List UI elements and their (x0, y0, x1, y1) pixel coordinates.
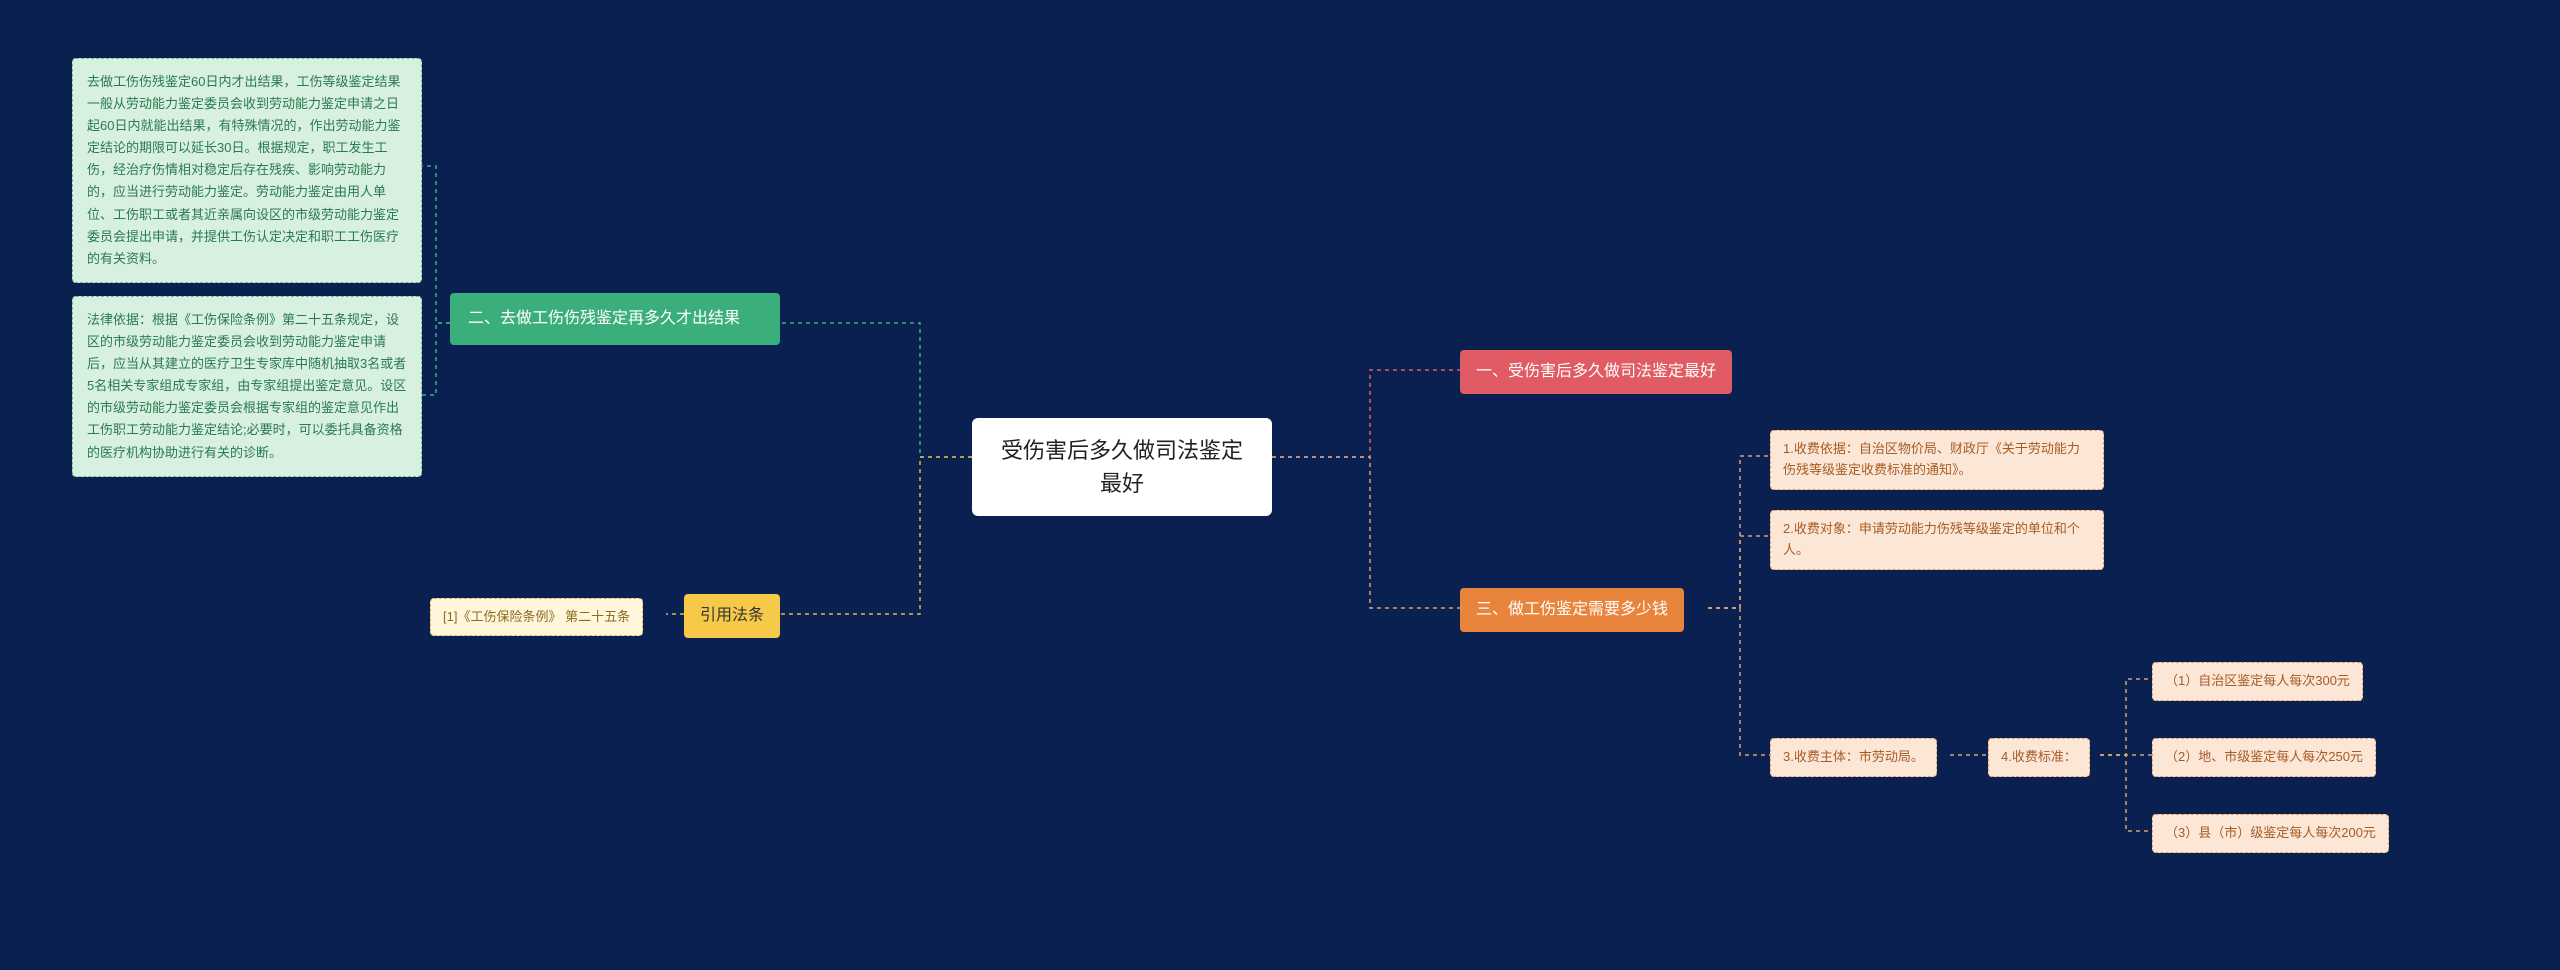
branch-3-detail-3-text: 3.收费主体：市劳动局。 (1783, 749, 1924, 764)
branch-3-detail-1-text: 1.收费依据：自治区物价局、财政厅《关于劳动能力伤残等级鉴定收费标准的通知》。 (1783, 441, 2080, 477)
center-node[interactable]: 受伤害后多久做司法鉴定最好 (972, 418, 1272, 516)
branch-citation-label: 引用法条 (700, 607, 764, 624)
center-label: 受伤害后多久做司法鉴定最好 (1001, 438, 1243, 496)
branch-3-detail-2-text: 2.收费对象：申请劳动能力伤残等级鉴定的单位和个人。 (1783, 521, 2080, 557)
fee-standard-2-text: （2）地、市级鉴定每人每次250元 (2165, 749, 2363, 764)
branch-3-label: 三、做工伤鉴定需要多少钱 (1476, 601, 1668, 618)
branch-2[interactable]: 二、去做工伤伤残鉴定再多久才出结果 (450, 293, 780, 345)
branch-2-label: 二、去做工伤伤残鉴定再多久才出结果 (468, 310, 740, 327)
branch-1-label: 一、受伤害后多久做司法鉴定最好 (1476, 363, 1716, 380)
branch-3-detail-3-child-text: 4.收费标准： (2001, 749, 2077, 764)
fee-standard-3-text: （3）县（市）级鉴定每人每次200元 (2165, 825, 2376, 840)
fee-standard-1: （1）自治区鉴定每人每次300元 (2152, 662, 2363, 701)
branch-3-detail-2: 2.收费对象：申请劳动能力伤残等级鉴定的单位和个人。 (1770, 510, 2104, 570)
branch-citation[interactable]: 引用法条 (684, 594, 780, 638)
branch-3-detail-3: 3.收费主体：市劳动局。 (1770, 738, 1937, 777)
fee-standard-1-text: （1）自治区鉴定每人每次300元 (2165, 673, 2350, 688)
branch-3-detail-3-child: 4.收费标准： (1988, 738, 2090, 777)
branch-1[interactable]: 一、受伤害后多久做司法鉴定最好 (1460, 350, 1732, 394)
branch-3[interactable]: 三、做工伤鉴定需要多少钱 (1460, 588, 1684, 632)
branch-3-detail-1: 1.收费依据：自治区物价局、财政厅《关于劳动能力伤残等级鉴定收费标准的通知》。 (1770, 430, 2104, 490)
citation-detail-1-text: [1]《工伤保险条例》 第二十五条 (443, 609, 630, 624)
branch-2-detail-1: 去做工伤伤残鉴定60日内才出结果，工伤等级鉴定结果一般从劳动能力鉴定委员会收到劳… (72, 58, 422, 283)
citation-detail-1: [1]《工伤保险条例》 第二十五条 (430, 598, 643, 636)
branch-2-detail-1-text: 去做工伤伤残鉴定60日内才出结果，工伤等级鉴定结果一般从劳动能力鉴定委员会收到劳… (87, 74, 400, 266)
branch-2-detail-2-text: 法律依据：根据《工伤保险条例》第二十五条规定，设区的市级劳动能力鉴定委员会收到劳… (87, 312, 406, 460)
fee-standard-2: （2）地、市级鉴定每人每次250元 (2152, 738, 2376, 777)
fee-standard-3: （3）县（市）级鉴定每人每次200元 (2152, 814, 2389, 853)
branch-2-detail-2: 法律依据：根据《工伤保险条例》第二十五条规定，设区的市级劳动能力鉴定委员会收到劳… (72, 296, 422, 477)
